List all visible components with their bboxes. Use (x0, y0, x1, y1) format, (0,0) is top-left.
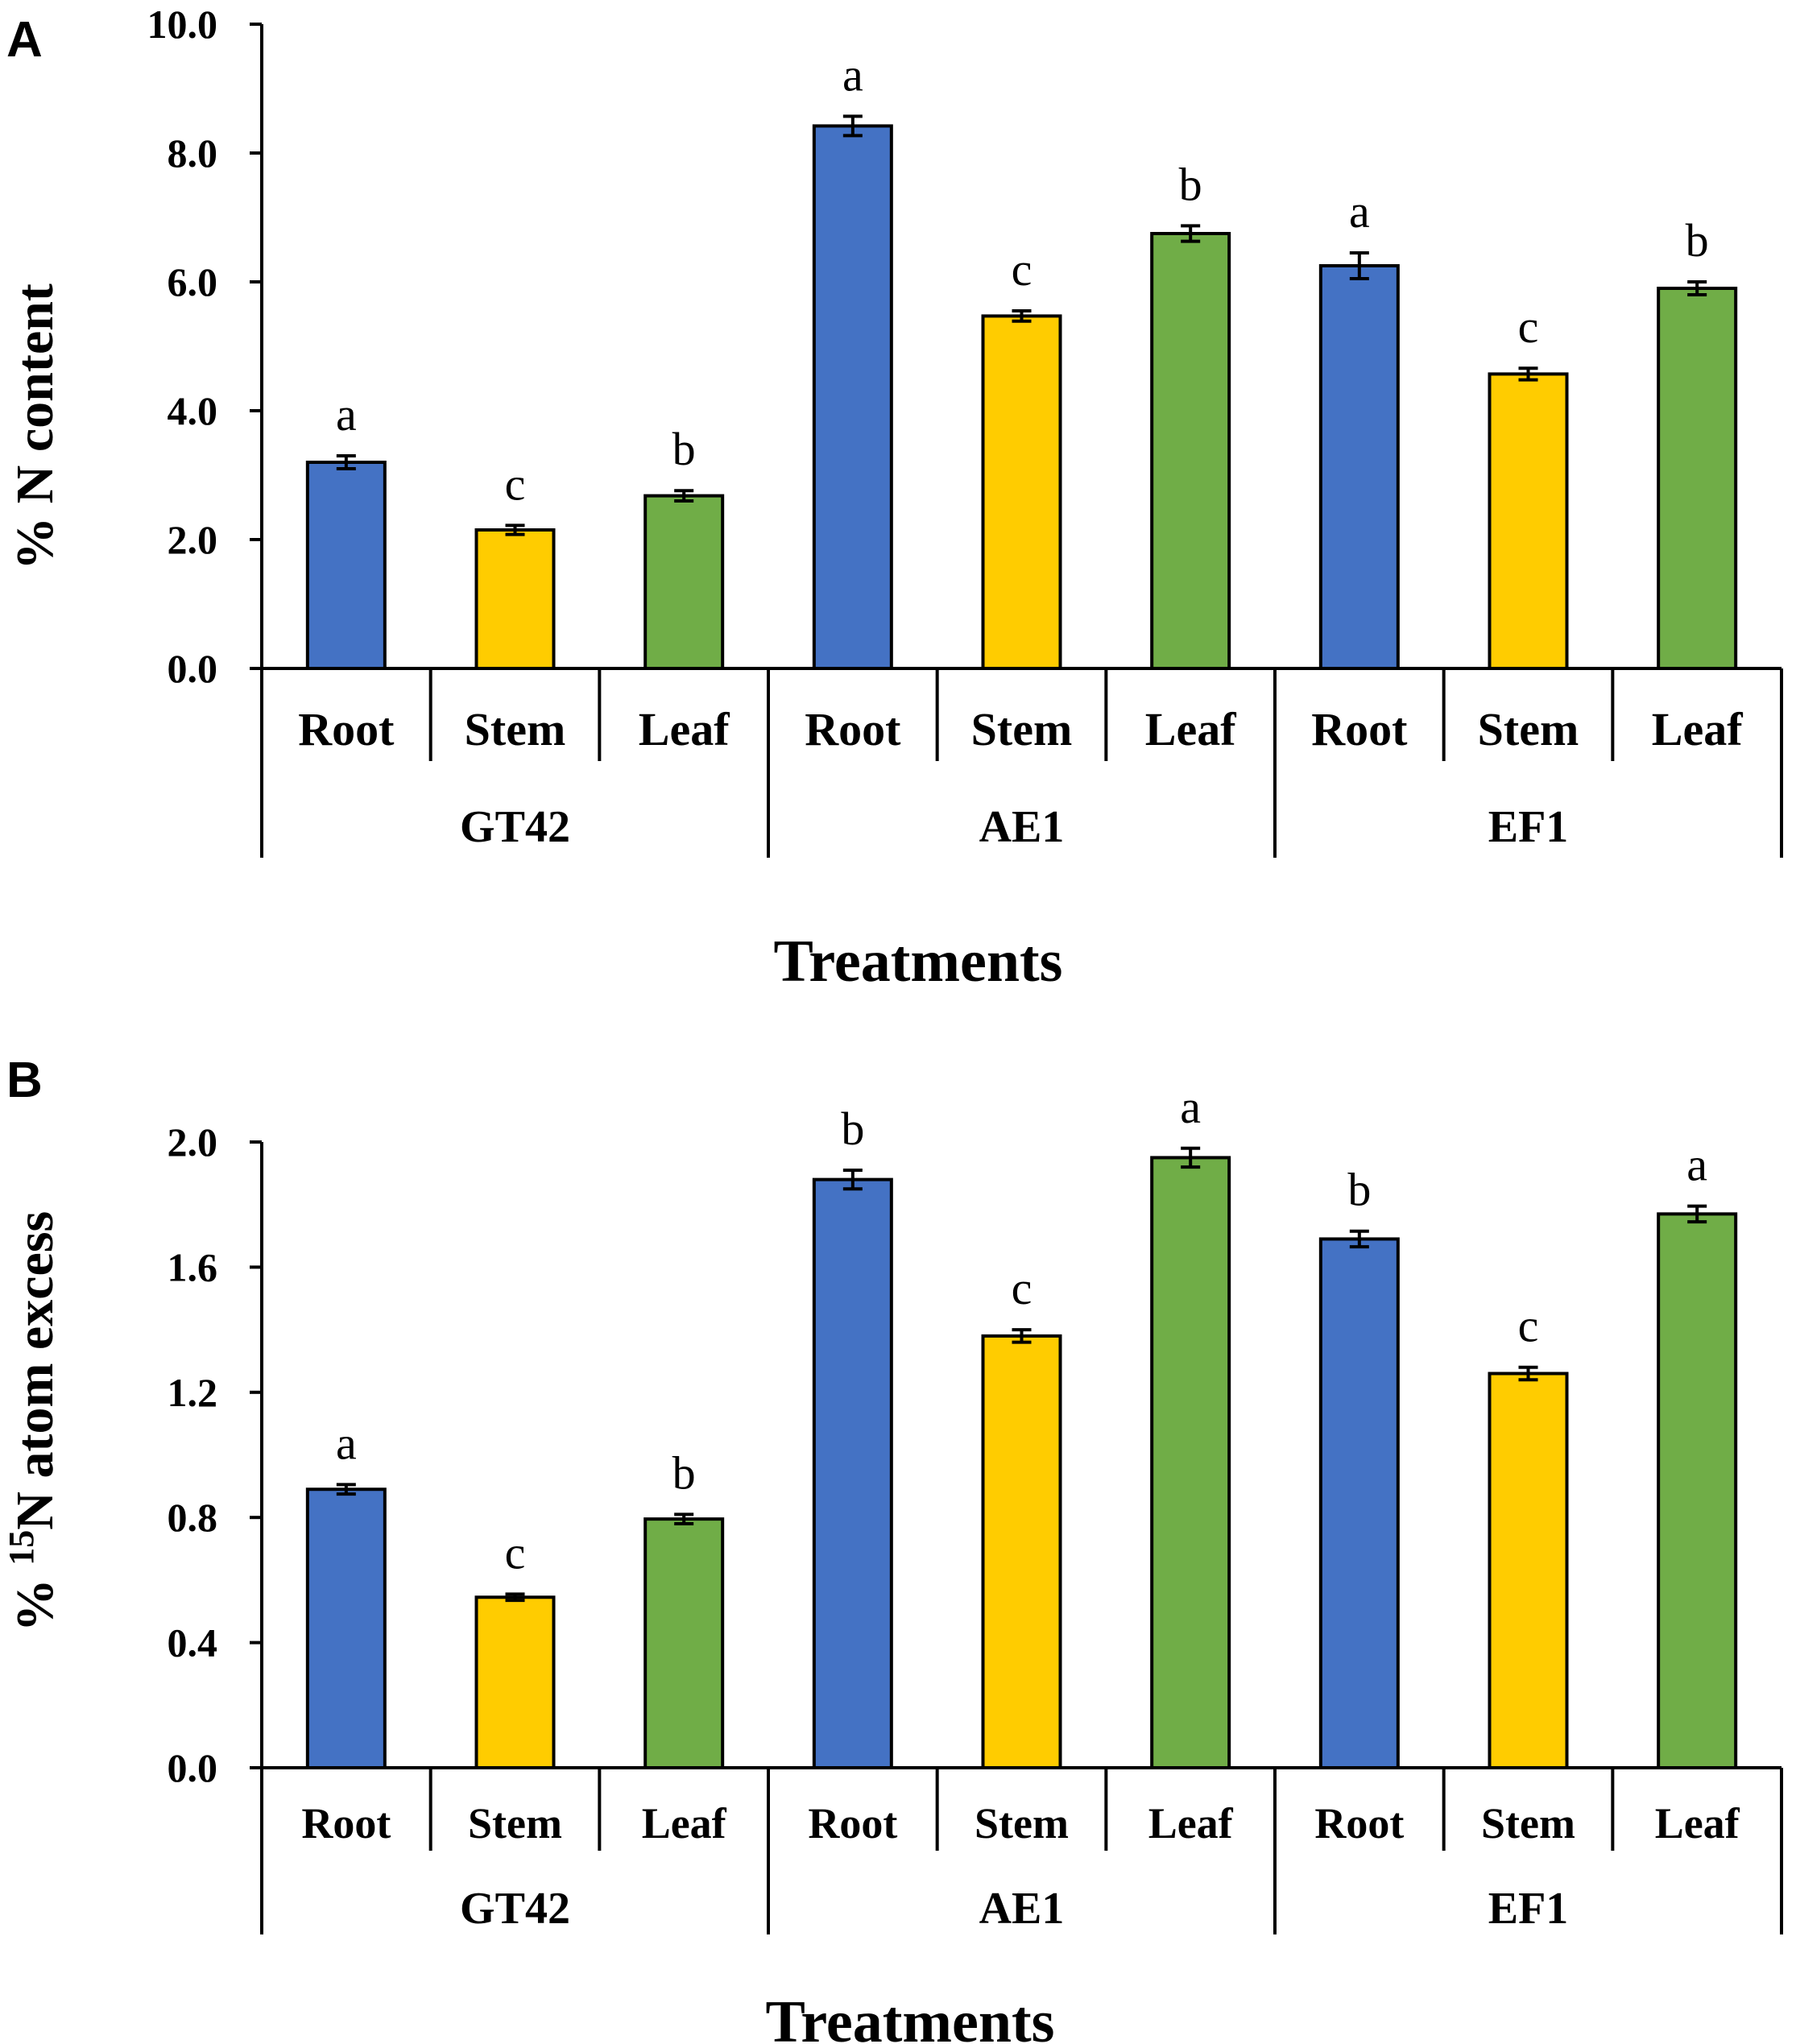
panel-a-y-tick-label: 6.0 (168, 259, 218, 304)
panel-b-group-label: GT42 (460, 1884, 570, 1934)
panel-b-y-axis-title: % 15N atom excess (2, 1211, 64, 1632)
panel-b-bar-ef1-leaf (1657, 1212, 1738, 1769)
panel-a-significance-letter: c (1518, 300, 1539, 353)
panel-b-significance-letter: b (841, 1103, 864, 1155)
panel-b-significance-letter: c (1012, 1262, 1032, 1314)
panel-b-significance-letter: c (505, 1526, 526, 1579)
panel-b-bar-gt42-root (305, 1487, 387, 1769)
panel-b-y-title-superscript: 15 (2, 1530, 41, 1566)
panel-a-chart: A % N content Treatments 0.0 2.0 4.0 6.0 8.0… (6, 2, 1783, 995)
panel-a-category-label: Leaf (1652, 703, 1743, 755)
panel-b-category-label: Stem (975, 1799, 1069, 1847)
panel-a-category-label: Leaf (639, 703, 730, 755)
panel-a-significance-letter: b (672, 423, 696, 475)
panel-b-y-title-suffix: N atom excess (6, 1211, 64, 1530)
panel-a-y-tick-label: 8.0 (168, 130, 218, 176)
panel-b-y-tick-label: 0.4 (168, 1620, 218, 1665)
panel-b-significance-letter: b (1347, 1164, 1371, 1216)
panel-a-bar-gt42-root (305, 461, 387, 670)
panel-b-significance-letter: c (1518, 1300, 1539, 1352)
panel-b-bar-ae1-stem (981, 1334, 1062, 1769)
panel-a-group-label: EF1 (1488, 802, 1569, 852)
panel-a-group-label: GT42 (460, 802, 570, 852)
panel-a-y-tick-label: 10.0 (147, 2, 218, 47)
panel-b-category-label: Leaf (1655, 1799, 1740, 1847)
panel-a-significance-letter: a (842, 48, 863, 101)
panel-b-x-axis-title: Treatments (766, 1989, 1055, 2044)
panel-a-significance-letter: c (1012, 243, 1032, 296)
panel-b-label: B (6, 1053, 43, 1108)
panel-a-bar-ae1-leaf (1150, 232, 1231, 670)
panel-b-y-tick-label: 1.6 (168, 1244, 218, 1289)
panel-b-significance-letter: a (336, 1417, 357, 1469)
panel-a-category-label: Leaf (1145, 703, 1236, 755)
panel-b-y-tick-label: 2.0 (168, 1119, 218, 1165)
panel-a-group-label: AE1 (979, 802, 1065, 852)
panel-a-bar-gt42-stem (474, 528, 556, 670)
panel-b-significance-letter: a (1686, 1139, 1707, 1191)
panel-b-group-label: AE1 (979, 1884, 1065, 1934)
panel-a-significance-letter: a (1349, 185, 1370, 238)
panel-a-bar-gt42-leaf (643, 494, 725, 670)
panel-a-significance-letter: b (1686, 214, 1709, 267)
panel-a-bar-ef1-root (1318, 264, 1400, 670)
panel-b-category-label: Stem (1481, 1799, 1575, 1847)
panel-b-significance-letter: a (1180, 1081, 1201, 1133)
panel-a-bar-ae1-root (812, 124, 893, 670)
panel-b-chart: B % 15N atom excess Treatments 0.0 0.4 0.8… (2, 1053, 1783, 2044)
panel-b-category-label: Stem (468, 1799, 562, 1847)
panel-b-group-label: EF1 (1488, 1884, 1569, 1934)
panel-a-category-label: Stem (1478, 703, 1579, 755)
panel-a-y-tick-label: 0.0 (168, 646, 218, 691)
panel-a-x-axis-title: Treatments (774, 929, 1063, 995)
panel-a-bar-ef1-stem (1488, 372, 1569, 670)
panel-b-category-label: Root (808, 1799, 897, 1847)
panel-a-category-label: Stem (971, 703, 1073, 755)
panel-b-bar-ae1-root (812, 1177, 893, 1769)
panel-b-category-label: Root (1314, 1799, 1404, 1847)
panel-b-y-tick-label: 0.8 (168, 1495, 218, 1540)
panel-b-bar-ae1-leaf (1150, 1156, 1231, 1770)
panel-b-category-label: Root (301, 1799, 391, 1847)
panel-a-category-label: Root (1311, 703, 1408, 755)
panel-a-bar-ae1-stem (981, 314, 1062, 670)
panel-a-significance-letter: a (336, 388, 357, 441)
panel-a-category-label: Stem (465, 703, 566, 755)
panel-a-label: A (6, 12, 43, 68)
panel-b-bar-gt42-leaf (643, 1517, 725, 1769)
panel-b-y-title-prefix: % (6, 1566, 64, 1632)
panel-b-category-label: Leaf (642, 1799, 727, 1847)
panel-b-y-tick-label: 1.2 (168, 1370, 218, 1415)
panel-b-bar-gt42-stem (474, 1595, 556, 1769)
panel-a-y-tick-label: 2.0 (168, 517, 218, 562)
panel-a-bar-ef1-leaf (1657, 287, 1738, 670)
panel-a-y-axis-title: % N content (6, 283, 64, 570)
panel-b-bar-ef1-root (1318, 1237, 1400, 1770)
panel-a-category-label: Root (805, 703, 901, 755)
panel-b-bar-ef1-stem (1488, 1372, 1569, 1769)
panel-a-significance-letter: b (1179, 158, 1202, 210)
panel-a-significance-letter: c (505, 457, 526, 510)
panel-b-significance-letter: b (672, 1446, 696, 1499)
panel-a-y-tick-label: 4.0 (168, 388, 218, 433)
panel-a-category-label: Root (298, 703, 395, 755)
panel-b-y-tick-label: 0.0 (168, 1745, 218, 1790)
panel-b-category-label: Leaf (1148, 1799, 1234, 1847)
